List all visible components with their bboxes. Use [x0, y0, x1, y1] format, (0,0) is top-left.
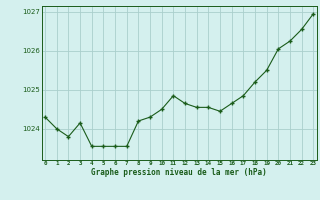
X-axis label: Graphe pression niveau de la mer (hPa): Graphe pression niveau de la mer (hPa): [91, 168, 267, 177]
